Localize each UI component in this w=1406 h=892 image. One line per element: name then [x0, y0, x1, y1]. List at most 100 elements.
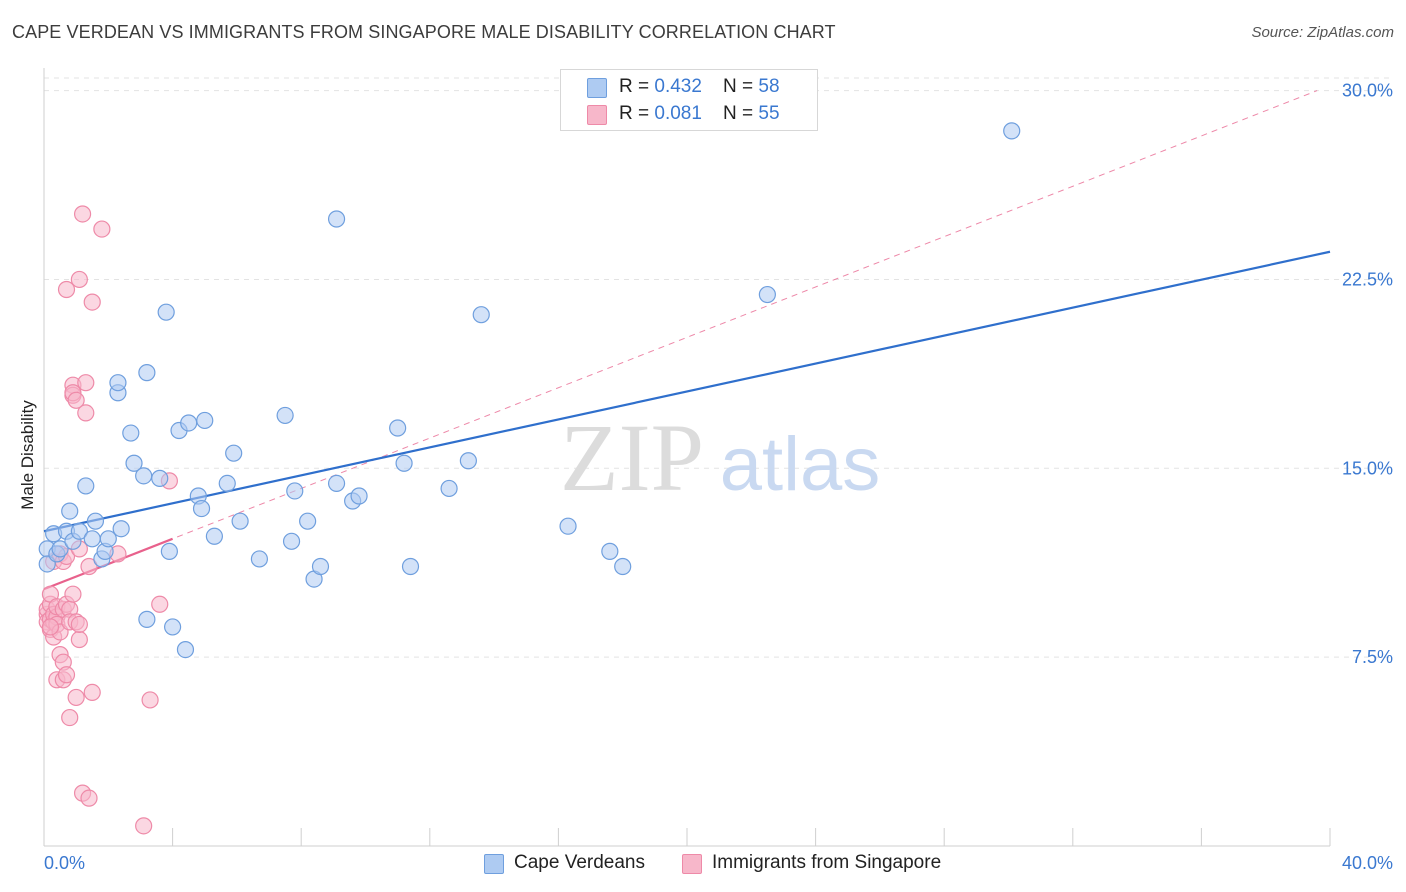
cape-verdean-point: [299, 512, 317, 530]
cape-verdean-point: [70, 522, 88, 540]
singapore-point: [70, 615, 88, 634]
cape-verdean-point: [164, 618, 182, 636]
x-tick-label: 0.0%: [44, 853, 85, 873]
n-label: N =: [723, 103, 759, 124]
cape-verdean-point: [472, 306, 490, 324]
singapore-point: [83, 683, 101, 702]
y-tick-label: 7.5%: [1352, 647, 1393, 667]
r-label: R =: [619, 76, 655, 97]
n-value: 58: [758, 76, 780, 97]
cape-verdean-point: [250, 550, 269, 568]
y-tick-label: 22.5%: [1342, 269, 1393, 289]
cape-verdean-point: [122, 424, 140, 442]
cape-verdean-point: [61, 502, 79, 520]
singapore-point: [57, 280, 76, 299]
n-label: N =: [723, 76, 759, 97]
cape-verdean-point: [151, 469, 169, 487]
watermark-zip: ZIP: [560, 404, 704, 511]
grid-lines: [44, 77, 1392, 658]
cape-verdean-point: [180, 414, 198, 432]
legend-item-label: Cape Verdeans: [514, 852, 645, 873]
singapore-point: [80, 557, 98, 576]
singapore-point: [77, 374, 95, 392]
singapore-point: [73, 205, 92, 223]
legend-item-label: Immigrants from Singapore: [712, 852, 942, 873]
legend-row-text: R = 0.432 N = 58: [619, 76, 780, 98]
axes: [43, 68, 1331, 847]
singapore-point: [57, 666, 76, 684]
cape-verdean-point: [389, 419, 407, 437]
cape-verdean-point: [112, 520, 130, 538]
cape-verdean-point: [192, 499, 211, 518]
pink-swatch: [682, 854, 702, 874]
cape-verdean-point: [614, 557, 632, 576]
cape-verdean-point: [135, 467, 153, 485]
cape-verdean-point: [327, 210, 346, 228]
blue-swatch: [587, 78, 607, 98]
cape-verdean-point: [125, 454, 143, 472]
cape-verdean-point: [196, 411, 214, 430]
r-label: R =: [619, 103, 655, 124]
cape-verdean-point: [109, 374, 127, 392]
y-axis-label: Male Disability: [18, 400, 37, 510]
cape-verdean-point: [99, 530, 117, 548]
cape-verdean-trend-line: [43, 250, 1331, 533]
singapore-point: [41, 618, 60, 636]
cape-verdean-point: [138, 364, 156, 382]
correlation-legend: R = 0.432 N = 58 R = 0.081 N = 55: [560, 69, 818, 131]
pink-swatch: [587, 105, 607, 125]
singapore-point: [70, 630, 88, 649]
singapore-point: [83, 293, 101, 311]
watermark-atlas: atlas: [720, 422, 881, 507]
singapore-point: [61, 708, 79, 727]
cape-verdean-point: [218, 474, 236, 493]
data-points: [38, 122, 1021, 835]
watermark: ZIP atlas: [560, 404, 880, 511]
singapore-point: [80, 789, 98, 807]
n-value: 55: [758, 103, 780, 124]
cape-verdean-point: [77, 477, 95, 495]
legend-row-text: R = 0.081 N = 55: [619, 103, 780, 125]
tick-labels: 7.5% 15.0% 22.5% 30.0% 0.0% 40.0%: [44, 81, 1393, 873]
singapore-point: [77, 404, 95, 422]
cape-verdean-point: [559, 517, 577, 535]
cape-verdean-point: [459, 452, 477, 470]
cape-verdean-point: [205, 527, 223, 545]
r-value: 0.081: [654, 103, 702, 124]
cape-verdean-point: [176, 640, 195, 659]
blue-swatch: [484, 854, 504, 874]
cape-verdean-point: [225, 444, 243, 462]
singapore-point: [93, 220, 111, 238]
chart-title: CAPE VERDEAN VS IMMIGRANTS FROM SINGAPOR…: [12, 22, 836, 42]
r-value: 0.432: [654, 76, 702, 97]
cape-verdean-point: [327, 474, 346, 493]
cape-verdean-point: [138, 610, 156, 628]
x-tick-label: 40.0%: [1342, 853, 1393, 873]
cape-verdean-point: [401, 557, 420, 576]
cape-verdean-point: [282, 532, 301, 550]
cape-verdean-point: [758, 285, 776, 304]
y-tick-label: 30.0%: [1342, 81, 1393, 101]
singapore-point: [64, 585, 82, 603]
singapore-point: [135, 817, 153, 835]
y-tick-label: 15.0%: [1342, 458, 1393, 478]
cape-verdean-point: [157, 303, 175, 321]
cape-verdean-point: [311, 557, 330, 576]
cape-verdean-point: [160, 542, 178, 560]
cape-verdean-point: [51, 540, 69, 558]
singapore-point: [67, 688, 85, 707]
cape-verdean-point: [601, 542, 619, 560]
cape-verdean-point: [440, 479, 458, 498]
source-label: Source: ZipAtlas.com: [1251, 24, 1394, 41]
singapore-point: [70, 270, 88, 289]
cape-verdean-point: [276, 406, 294, 425]
singapore-trend-extended: [43, 90, 1318, 590]
cape-verdean-point: [286, 482, 304, 500]
cape-verdean-point: [1003, 122, 1021, 140]
cape-verdean-point: [395, 454, 413, 472]
cape-verdean-point: [350, 487, 368, 505]
singapore-point: [67, 391, 85, 409]
cape-verdean-point: [86, 512, 105, 530]
singapore-point: [141, 691, 159, 709]
